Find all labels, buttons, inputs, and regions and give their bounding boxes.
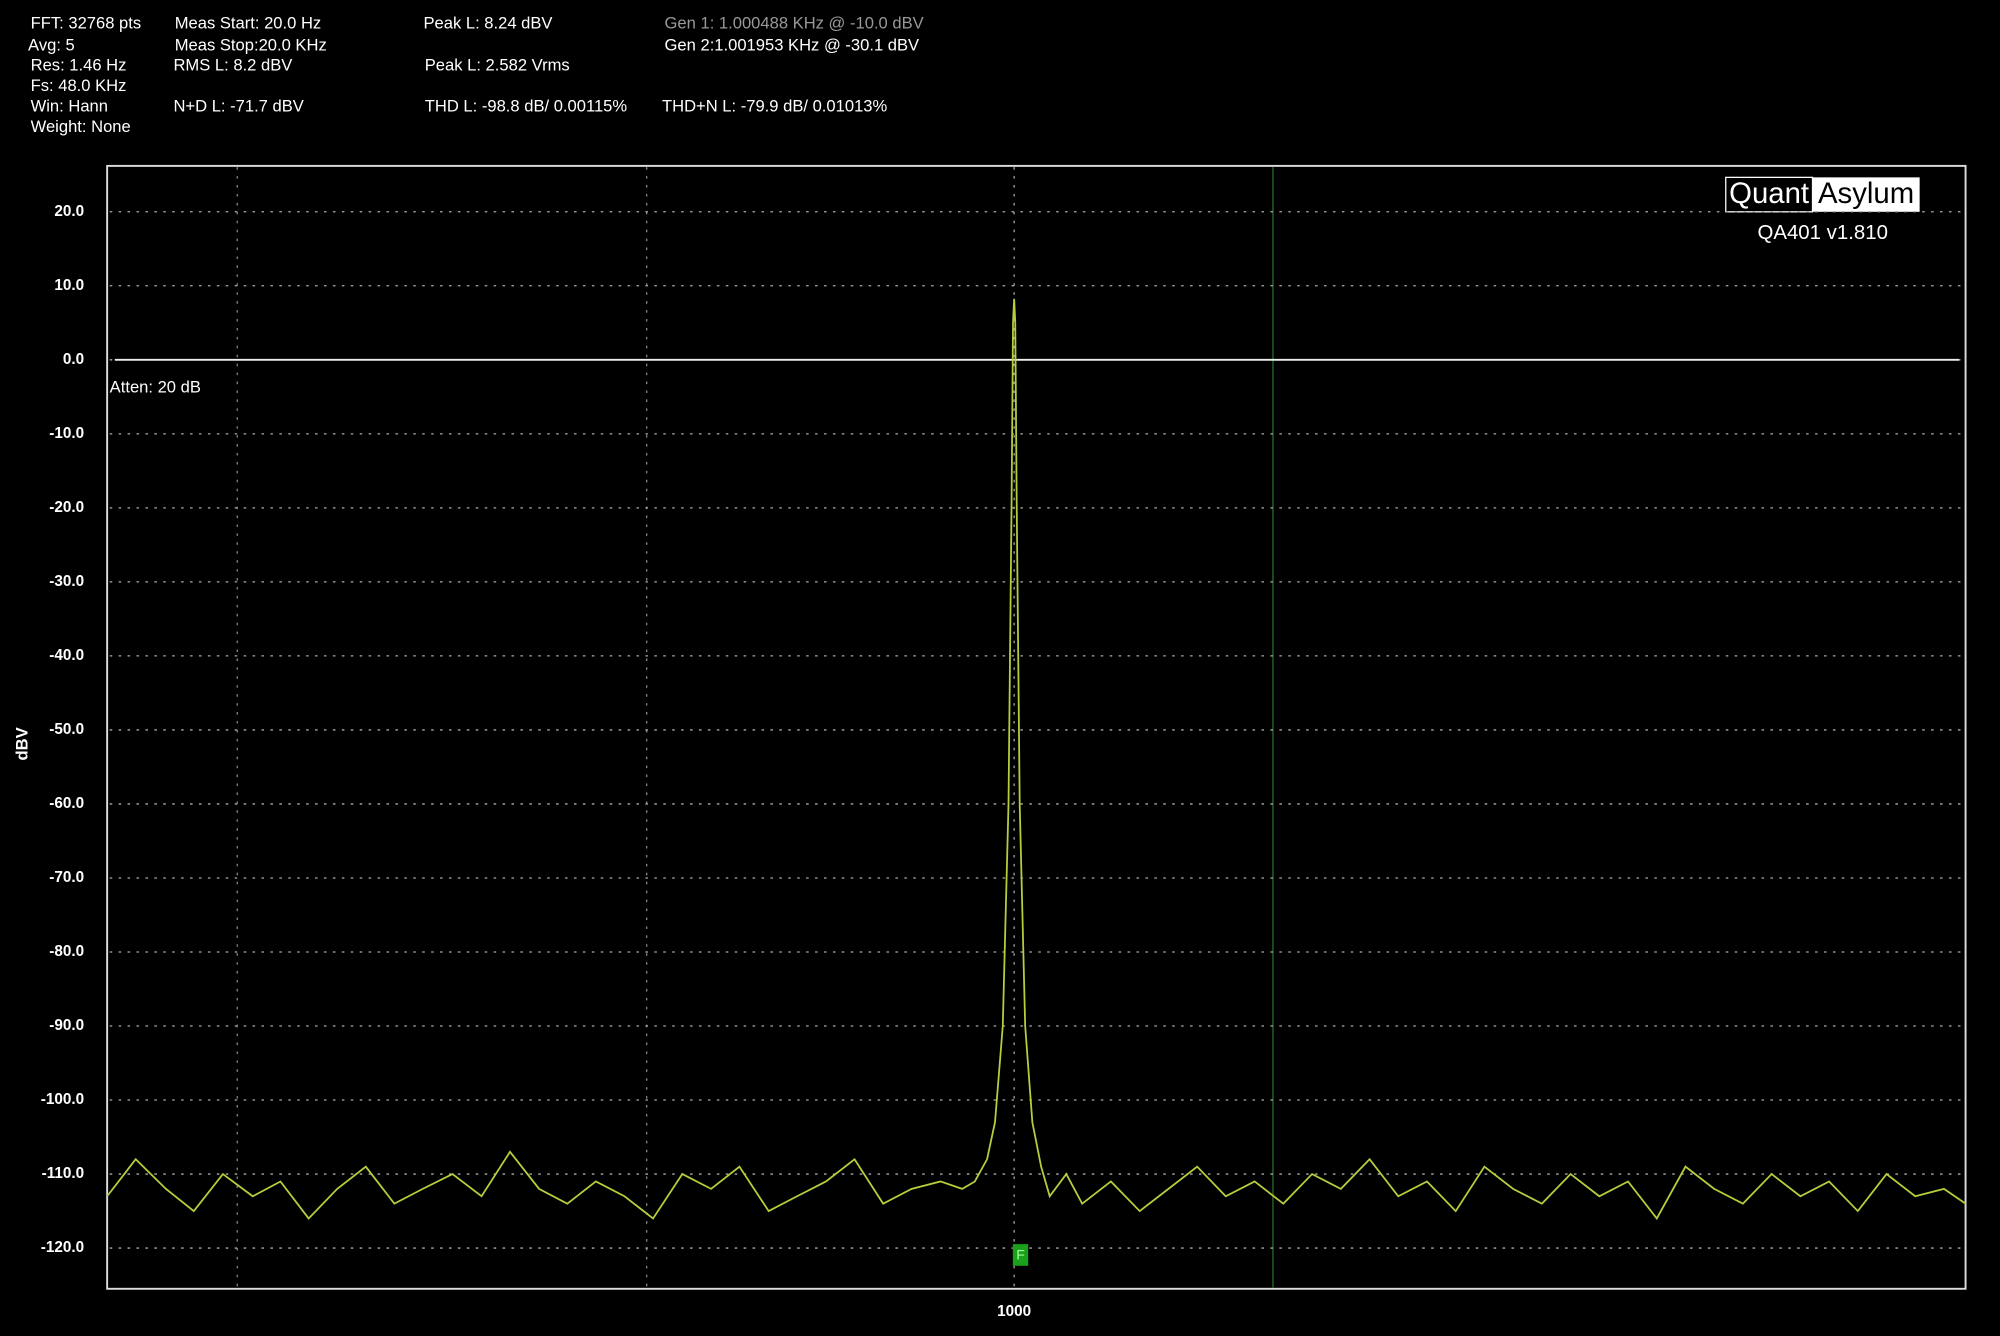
readout: RMS L: 8.2 dBV (173, 56, 292, 75)
y-tick-label: -50.0 (49, 721, 84, 738)
readout: Gen 1: 1.000488 KHz @ -10.0 dBV (665, 14, 924, 33)
y-tick-label: -20.0 (49, 499, 84, 516)
readout: Fs: 48.0 KHz (31, 76, 127, 95)
y-tick-label: 20.0 (54, 203, 84, 220)
logo-text: Quant (1729, 177, 1809, 210)
y-tick-label: -70.0 (49, 869, 84, 886)
readout: Res: 1.46 Hz (31, 56, 127, 75)
plot-frame (106, 164, 1967, 1290)
y-tick-label: -10.0 (49, 425, 84, 442)
y-tick-label: -60.0 (49, 795, 84, 812)
y-tick-label: -80.0 (49, 943, 84, 960)
version: QA401 v1.810 (1757, 222, 1887, 244)
readout: Avg: 5 (28, 35, 75, 54)
y-axis-label: dBV (12, 727, 31, 760)
y-tick-label: -40.0 (49, 647, 84, 664)
readout: Meas Start: 20.0 Hz (175, 14, 321, 33)
y-tick-label: -100.0 (41, 1091, 84, 1108)
marker-box (1012, 1244, 1029, 1266)
logo-box (1725, 176, 1814, 213)
readout: Weight: None (31, 117, 131, 136)
readout: Win: Hann (31, 97, 108, 116)
marker-label: F (1016, 1246, 1025, 1262)
y-tick-label: 0.0 (63, 351, 84, 368)
y-tick-label: -120.0 (41, 1239, 84, 1256)
y-tick-label: -110.0 (42, 1165, 85, 1182)
readout: THD+N L: -79.9 dB/ 0.01013% (662, 97, 888, 116)
readout: N+D L: -71.7 dBV (173, 97, 303, 116)
readout: FFT: 32768 pts (31, 14, 142, 33)
spectrum-line (106, 298, 1967, 1221)
readout: THD L: -98.8 dB/ 0.00115% (425, 97, 628, 116)
readout: Peak L: 8.24 dBV (423, 14, 552, 33)
y-tick-label: -30.0 (49, 573, 84, 590)
y-tick-label: 10.0 (54, 277, 84, 294)
logo-text: Asylum (1818, 177, 1914, 210)
readout: Gen 2:1.001953 KHz @ -30.1 dBV (665, 35, 920, 54)
readout: Meas Stop:20.0 KHz (175, 35, 327, 54)
readout: Atten: 20 dB (110, 377, 201, 396)
y-tick-label: -90.0 (49, 1017, 84, 1034)
logo-box (1812, 177, 1920, 212)
x-tick-label: 1000 (997, 1303, 1031, 1320)
readout: Peak L: 2.582 Vrms (425, 56, 570, 75)
